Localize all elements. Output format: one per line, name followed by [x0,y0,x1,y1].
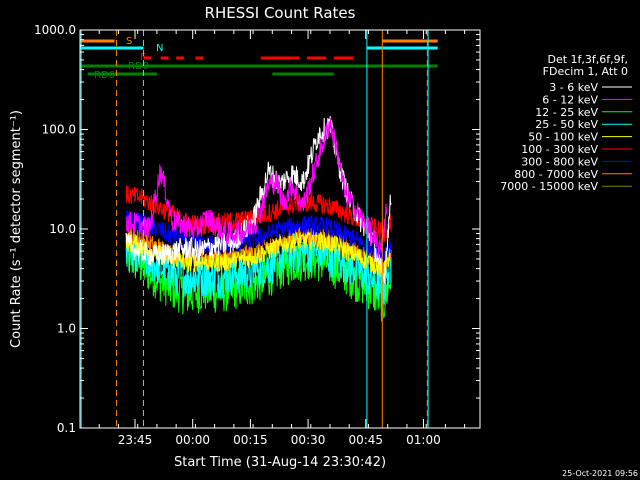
flag-label-rd0: RD0 [128,61,149,72]
legend-entry-label: 100 - 300 keV [521,143,598,156]
x-tick-label: 23:45 [118,433,153,447]
y-tick-label: 100.0 [42,123,76,137]
flag-label-n: N [156,43,163,54]
legend: Det 1f,3f,6f,9f,FDecim 1, Att 0 3 - 6 keV… [500,53,632,193]
legend-entry-label: 800 - 7000 keV [514,168,598,181]
x-tick-label: 00:45 [348,433,383,447]
x-tick-label: 00:15 [233,433,268,447]
series-trace-1 [125,117,388,258]
flag-label-rd6: RD6 [94,70,115,81]
legend-entry-label: 7000 - 15000 keV [500,180,598,193]
legend-entry-label: 12 - 25 keV [535,106,598,119]
x-axis-ticks: 23:45 00:00 00:15 00:30 00:45 01:00 [79,30,466,447]
legend-entry-label: 6 - 12 keV [542,93,598,106]
chart-title: RHESSI Count Rates [205,4,356,22]
y-tick-label: 1.0 [57,322,76,336]
flag-label-f: F [140,52,146,63]
y-tick-label: 10.0 [49,222,76,236]
y-axis-ticks: 0.1 1.0 10.0 100.0 1000.0 [34,23,480,435]
series-trace-3 [125,230,392,305]
x-tick-label: 00:00 [175,433,210,447]
flag-label-s: S [126,36,132,47]
y-tick-label: 0.1 [57,421,76,435]
x-tick-label: 01:00 [406,433,441,447]
y-tick-label: 1000.0 [34,23,76,37]
legend-header-line: Det 1f,3f,6f,9f, [547,53,628,66]
render-timestamp: 25-Oct-2021 09:56 [562,469,638,478]
legend-entry-label: 25 - 50 keV [535,118,598,131]
legend-entry-label: 300 - 800 keV [521,155,598,168]
legend-entry-label: 3 - 6 keV [549,81,598,94]
count-rate-traces [125,116,392,322]
legend-entry-label: 50 - 100 keV [528,131,598,144]
x-axis-label: Start Time (31-Aug-14 23:30:42) [174,455,386,470]
x-tick-label: 00:30 [291,433,326,447]
series-trace-6 [125,210,392,263]
legend-header-line: FDecim 1, Att 0 [543,65,628,78]
y-axis-label: Count Rate (s⁻¹ detector segment⁻¹) [9,110,24,348]
